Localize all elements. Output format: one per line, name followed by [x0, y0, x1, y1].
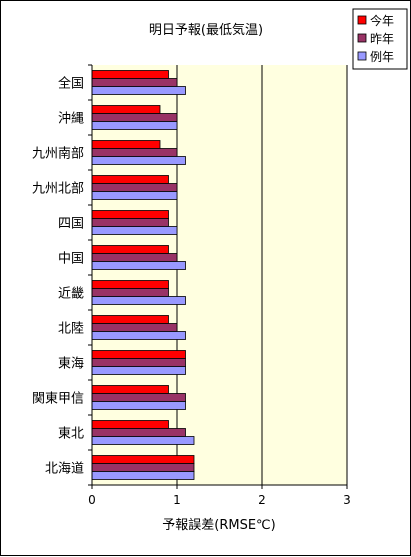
bar: [91, 350, 186, 359]
bar: [91, 226, 178, 235]
bar: [91, 296, 186, 305]
x-tick-label: 0: [88, 493, 96, 507]
bar: [91, 436, 195, 445]
chart-title: 明日予報(最低気温): [149, 22, 263, 38]
legend-label: 例年: [370, 50, 394, 64]
category-label: 近畿: [58, 287, 84, 302]
bar: [91, 471, 195, 480]
bar: [91, 175, 169, 184]
category-label: 東海: [58, 356, 84, 372]
x-tick-label: 3: [343, 493, 351, 507]
bar: [91, 288, 169, 297]
category-label: 関東甲信: [32, 391, 84, 407]
category-label: 九州南部: [32, 146, 84, 162]
bar: [91, 323, 178, 332]
category-label: 全国: [58, 76, 84, 92]
x-tick-label: 2: [258, 493, 266, 507]
bar: [91, 393, 186, 402]
bar: [91, 156, 186, 165]
bar: [91, 253, 178, 262]
bar: [91, 245, 169, 254]
bar: [91, 191, 178, 200]
bar: [91, 218, 169, 227]
plot-background: [92, 65, 347, 485]
bar: [91, 86, 186, 95]
category-label: 沖縄: [58, 112, 84, 127]
bar: [91, 463, 195, 472]
bar: [91, 70, 169, 79]
x-axis-label: 予報誤差(RMSE℃): [162, 517, 275, 533]
category-label: 九州北部: [32, 182, 84, 197]
bar: [91, 183, 178, 192]
bar: [91, 121, 178, 130]
bar: [91, 358, 186, 367]
legend-swatch: [357, 15, 367, 25]
bar: [91, 455, 195, 464]
bar: [91, 366, 186, 375]
bar: [91, 140, 161, 149]
bar: [91, 331, 186, 340]
legend-label: 昨年: [370, 32, 394, 46]
category-label: 中国: [58, 252, 84, 267]
category-label: 北陸: [58, 321, 84, 337]
bar: [91, 420, 169, 429]
bar: [91, 261, 186, 270]
category-label: 東北: [58, 426, 84, 442]
bar: [91, 428, 186, 437]
category-label: 四国: [58, 217, 84, 232]
bar: [91, 315, 169, 324]
category-label: 北海道: [45, 462, 84, 477]
bar: [91, 210, 169, 219]
bar: [91, 385, 169, 394]
bar: [91, 78, 178, 87]
bar: [91, 280, 169, 289]
bar: [91, 113, 178, 122]
legend-swatch: [357, 51, 367, 61]
bar: [91, 401, 186, 410]
bar: [91, 148, 178, 157]
legend-swatch: [357, 33, 367, 43]
legend-label: 今年: [370, 13, 394, 28]
x-tick-label: 1: [173, 493, 181, 507]
bar: [91, 105, 161, 114]
